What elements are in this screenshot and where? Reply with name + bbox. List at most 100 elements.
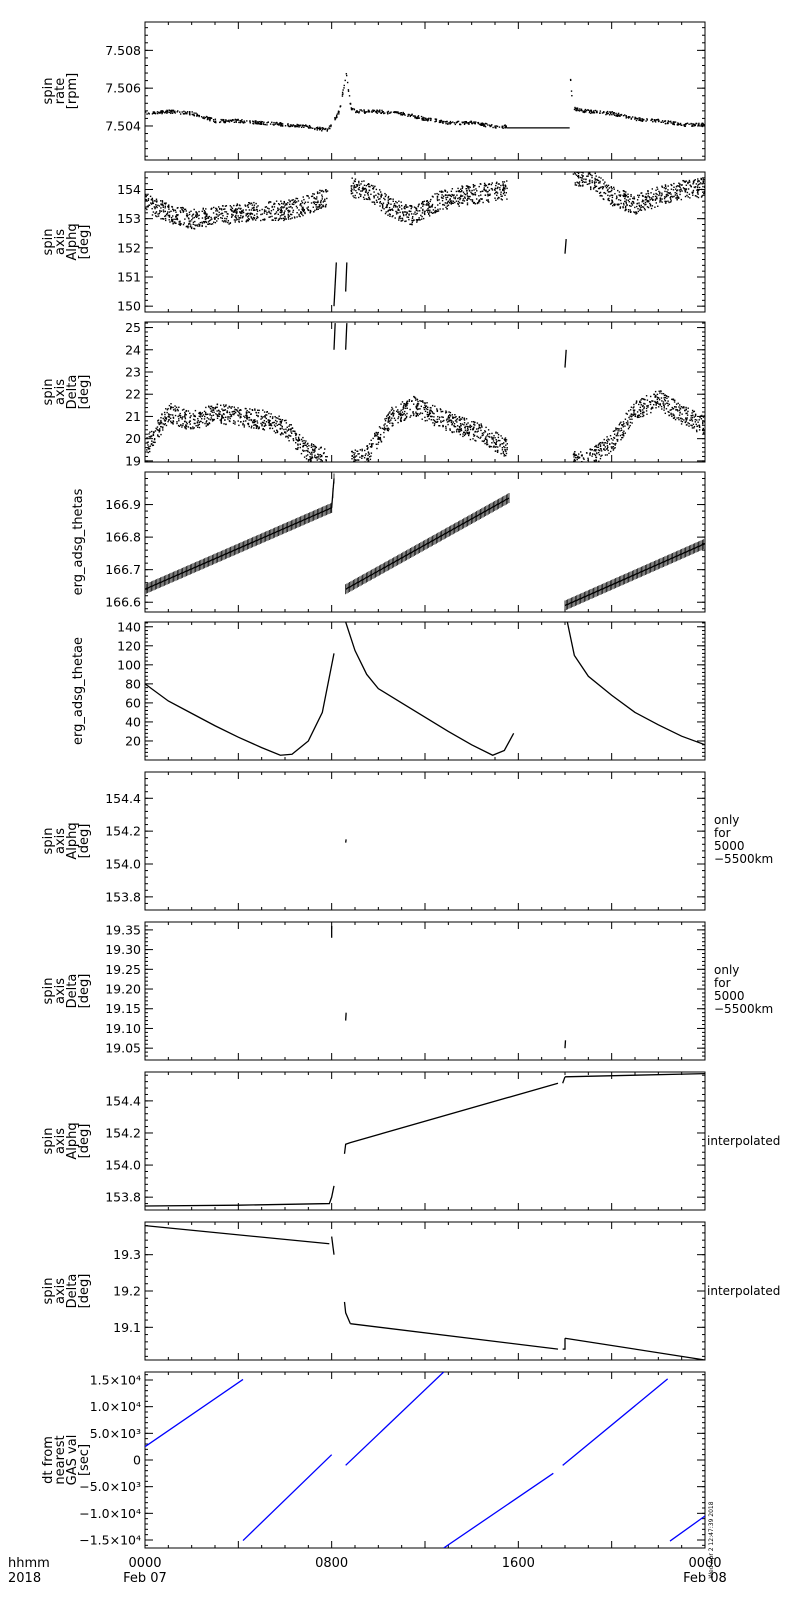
series-point: [353, 460, 356, 462]
series-point: [468, 190, 471, 192]
series-point: [702, 181, 704, 183]
series-point: [573, 461, 576, 462]
series-point: [398, 209, 400, 211]
series-point: [450, 421, 453, 424]
series-point: [692, 191, 694, 193]
series-point: [477, 436, 480, 439]
series-point: [269, 416, 272, 418]
series-point: [653, 120, 656, 122]
series-point: [293, 430, 295, 432]
series-point: [619, 422, 621, 425]
series-point: [495, 184, 497, 187]
series-point: [255, 427, 258, 429]
series-point: [209, 419, 212, 421]
series-point: [271, 121, 273, 123]
series-point: [624, 209, 627, 211]
series-point: [637, 414, 640, 416]
series-point: [151, 113, 154, 115]
series-point: [427, 207, 429, 210]
series-point: [290, 431, 292, 433]
series-point: [622, 431, 624, 434]
series-point: [312, 449, 314, 452]
series-point: [607, 198, 609, 200]
series-point: [679, 407, 681, 410]
series-point: [355, 459, 357, 461]
series-point: [170, 216, 173, 219]
series-point: [149, 436, 152, 438]
series-point: [300, 203, 302, 205]
series-point: [622, 206, 624, 208]
series-point: [322, 201, 324, 203]
series-point: [436, 192, 438, 195]
series-point: [672, 413, 674, 415]
series-point: [631, 422, 633, 424]
series-point: [458, 431, 460, 433]
series-point: [405, 204, 407, 206]
series-point: [191, 215, 193, 217]
series-point: [355, 184, 358, 186]
series-point: [190, 210, 192, 212]
series-point: [399, 411, 401, 413]
series-point: [307, 206, 309, 208]
series-point: [185, 410, 187, 413]
series-point: [208, 116, 210, 119]
series-point: [221, 408, 223, 410]
series-point: [390, 419, 392, 421]
series-point: [574, 172, 576, 174]
series-point: [185, 424, 187, 426]
series-point: [188, 222, 190, 225]
series-point: [412, 412, 414, 414]
series-point: [283, 428, 285, 431]
series-point: [678, 409, 681, 411]
series-point: [355, 186, 357, 188]
series-point: [320, 446, 322, 449]
series-point: [636, 411, 639, 413]
series-point: [181, 206, 184, 209]
series-point: [187, 410, 190, 412]
series-point: [234, 421, 236, 423]
series-point: [302, 436, 304, 439]
series-point: [176, 408, 179, 411]
series-point: [266, 207, 269, 209]
series-point: [697, 183, 700, 186]
series-point: [318, 454, 320, 456]
series-point: [491, 124, 493, 126]
series-point: [299, 204, 301, 206]
series-point: [421, 212, 424, 214]
series-point: [606, 442, 608, 445]
series-point: [496, 451, 499, 453]
series-point: [408, 213, 410, 215]
series-point: [502, 189, 504, 192]
series-point: [174, 110, 176, 112]
series-point: [483, 439, 485, 442]
series-point: [207, 217, 210, 219]
series-point: [623, 190, 625, 193]
series-point: [622, 434, 624, 436]
series-point: [278, 218, 280, 220]
series-point: [164, 420, 166, 422]
series-point: [581, 174, 583, 176]
series-point: [680, 420, 682, 422]
series-point: [584, 466, 585, 467]
series-point: [698, 419, 700, 421]
series-point: [676, 417, 678, 419]
series-point: [176, 214, 179, 217]
series-point: [342, 89, 344, 91]
series-point: [251, 409, 253, 411]
series-point: [595, 190, 597, 192]
series-point: [611, 447, 613, 450]
series-point: [146, 449, 148, 451]
series-point: [146, 205, 149, 208]
series-point: [393, 410, 395, 412]
series-point: [678, 182, 680, 184]
series-point: [324, 448, 326, 450]
series-point: [484, 122, 487, 125]
series-point: [205, 214, 208, 216]
series-point: [615, 112, 617, 115]
series-point: [297, 446, 299, 449]
series-point: [188, 211, 191, 214]
series-point: [178, 418, 180, 420]
series-point: [576, 109, 578, 111]
series-point: [583, 178, 585, 180]
